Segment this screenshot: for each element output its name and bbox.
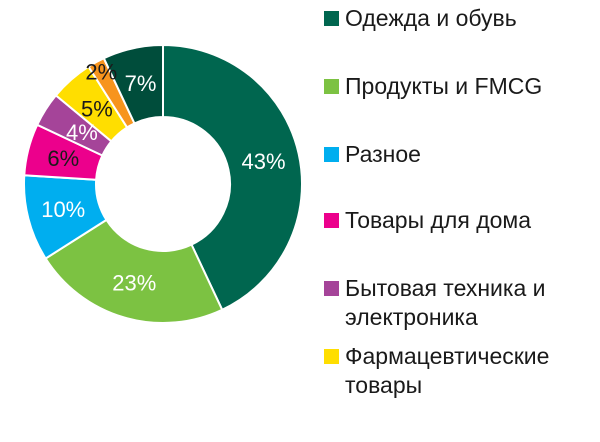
data-label-clothing: 43%	[241, 149, 285, 174]
legend-item-clothing: Одежда и обувь	[324, 4, 585, 33]
donut-slice-products-fmcg	[44, 218, 224, 324]
donut-slice-labels: 43% 23% 10% 6%4%5% 2% 7%	[41, 59, 285, 295]
legend-swatch	[324, 281, 339, 296]
donut-slice-other-darkgreen	[102, 43, 164, 125]
data-label-pharma: 5%	[81, 96, 113, 121]
legend-swatch	[324, 213, 339, 228]
legend-item-misc: Разное	[324, 140, 585, 169]
data-label-misc: 10%	[41, 197, 85, 222]
legend-item-electronics: Бытовая техника и электроника	[324, 274, 585, 332]
legend-label: Товары для дома	[345, 207, 532, 233]
data-label-electronics: 4%	[66, 120, 98, 145]
legend-label: Разное	[345, 141, 421, 167]
data-label-products-fmcg: 23%	[112, 270, 156, 295]
donut-slice-clothing	[162, 43, 303, 312]
legend-label: Бытовая техника и электроника	[345, 275, 546, 330]
legend-label: Продукты и FMCG	[345, 73, 543, 99]
legend-item-home-goods: Товары для дома	[324, 206, 585, 235]
data-label-other-orange: 2%	[85, 59, 117, 84]
legend-item-products-fmcg: Продукты и FMCG	[324, 72, 585, 101]
data-label-home-goods: 6%	[47, 146, 79, 171]
legend-swatch	[324, 11, 339, 26]
legend-swatch	[324, 79, 339, 94]
legend-swatch	[324, 349, 339, 364]
donut-slices	[23, 43, 303, 324]
legend-item-pharma: Фармацевтические товары	[324, 342, 585, 400]
legend-swatch	[324, 147, 339, 162]
legend-label: Одежда и обувь	[345, 5, 517, 31]
data-label-other-darkgreen: 7%	[125, 71, 157, 96]
legend-label: Фармацевтические товары	[345, 343, 550, 398]
